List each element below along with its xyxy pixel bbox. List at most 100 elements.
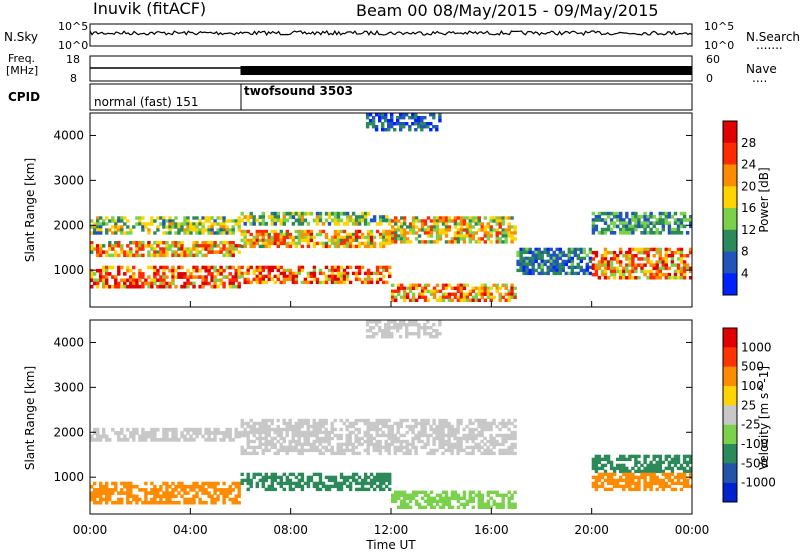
echo-cell — [432, 228, 437, 232]
echo-cell — [228, 284, 232, 289]
echo-cell — [219, 281, 223, 286]
echo-cell — [420, 228, 425, 232]
echo-cell — [147, 253, 151, 258]
echo-cell — [661, 484, 665, 489]
echo-cell — [114, 231, 118, 235]
echo-cell — [117, 272, 121, 276]
echo-cell — [468, 237, 472, 241]
echo-cell — [689, 472, 693, 477]
echo-cell — [495, 442, 499, 447]
echo-cell — [366, 436, 370, 441]
echo-cell — [435, 433, 439, 438]
echo-cell — [507, 222, 511, 226]
echo-cell — [363, 430, 367, 435]
echo-cell — [631, 254, 635, 258]
echo-cell — [138, 268, 142, 273]
echo-cell — [183, 427, 187, 432]
echo-cell — [619, 454, 623, 459]
echo-cell — [619, 215, 623, 219]
echo-cell — [336, 487, 341, 492]
echo-cell — [135, 250, 139, 254]
echo-cell — [444, 433, 448, 438]
echo-cell — [510, 442, 514, 447]
echo-cell — [616, 484, 620, 489]
echo-cell — [682, 472, 687, 477]
echo-cell — [348, 448, 352, 453]
echo-cell — [282, 481, 286, 486]
echo-cell — [385, 235, 389, 240]
echo-cell — [336, 232, 341, 237]
echo-cell — [465, 222, 470, 226]
echo-cell — [658, 266, 662, 271]
echo-cell — [438, 499, 443, 503]
echo-cell — [258, 442, 262, 447]
cpid-mode-normal: normal (fast) 151 — [94, 95, 198, 109]
echo-cell — [408, 116, 412, 120]
echo-cell — [297, 427, 301, 432]
echo-cell — [138, 216, 142, 220]
echo-cell — [399, 113, 403, 117]
echo-cell — [348, 215, 353, 219]
echo-cell — [213, 275, 217, 279]
echo-cell — [291, 235, 296, 240]
echo-cell — [330, 448, 334, 453]
echo-cell — [210, 216, 214, 220]
echo-cell — [351, 421, 355, 426]
echo-cell — [279, 484, 283, 489]
echo-cell — [384, 128, 388, 132]
echo-cell — [345, 427, 349, 432]
echo-cell — [456, 448, 460, 453]
echo-cell — [243, 271, 247, 276]
colorbar-swatch — [723, 482, 737, 503]
echo-cell — [273, 451, 277, 456]
echo-cell — [388, 472, 392, 477]
echo-cell — [634, 215, 638, 219]
echo-cell — [612, 266, 617, 271]
echo-cell — [216, 216, 220, 220]
echo-cell — [462, 283, 467, 287]
echo-cell — [255, 472, 259, 477]
echo-cell — [183, 272, 187, 276]
echo-cell — [459, 283, 464, 287]
echo-cell — [450, 286, 455, 290]
echo-cell — [144, 225, 148, 229]
echo-cell — [619, 457, 623, 462]
echo-cell — [420, 430, 424, 435]
echo-cell — [486, 445, 490, 450]
echo-cell — [327, 268, 332, 273]
echo-cell — [255, 235, 259, 240]
echo-cell — [486, 286, 490, 290]
echo-cell — [201, 488, 205, 492]
echo-cell — [270, 478, 274, 483]
echo-cell — [489, 216, 493, 220]
echo-cell — [276, 218, 280, 223]
echo-cell — [303, 442, 307, 447]
echo-cell — [643, 481, 647, 486]
echo-cell — [300, 484, 305, 489]
echo-cell — [510, 493, 514, 497]
echo-cell — [622, 254, 626, 258]
echo-cell — [489, 439, 493, 444]
echo-cell — [643, 247, 647, 252]
echo-cell — [631, 276, 635, 280]
echo-cell — [348, 280, 353, 285]
echo-cell — [365, 125, 370, 129]
echo-cell — [378, 421, 382, 426]
echo-cell — [498, 219, 502, 223]
echo-cell — [594, 463, 599, 468]
echo-cell — [165, 491, 169, 495]
echo-cell — [237, 275, 241, 279]
echo-cell — [351, 244, 356, 249]
echo-cell — [471, 499, 475, 503]
echo-cell — [507, 445, 511, 450]
echo-cell — [258, 221, 262, 226]
echo-cell — [135, 247, 139, 251]
echo-cell — [391, 283, 395, 287]
echo-cell — [252, 241, 256, 246]
echo-cell — [93, 481, 97, 486]
echo-cell — [400, 222, 404, 226]
colorbar-tick-label: -1000 — [741, 476, 776, 490]
echo-cell — [453, 436, 457, 441]
echo-cell — [339, 211, 344, 216]
echo-cell — [546, 253, 550, 258]
